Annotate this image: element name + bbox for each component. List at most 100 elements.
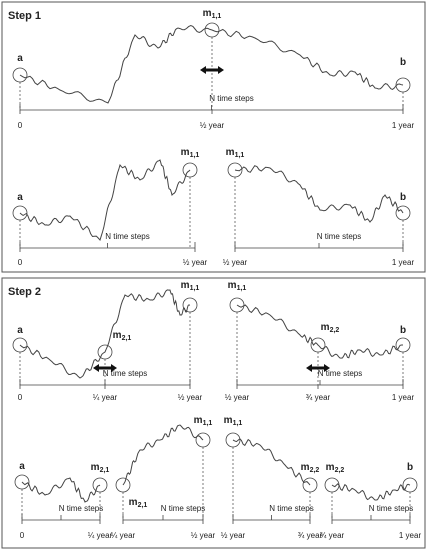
label-base: b [400,57,406,68]
brace [331,514,411,521]
label-base: a [17,325,23,336]
point-label: b [400,57,406,68]
point-label: a [17,192,23,203]
label-subscript: 2,1 [122,335,132,342]
point-label: a [19,461,25,472]
tick-label: ¾ year [298,531,323,540]
point-label: b [400,325,406,336]
brace-label: N time steps [318,369,362,378]
brace [236,379,404,386]
tick-label: ½ year [183,258,208,267]
point-label: m2,2 [326,462,345,474]
label-subscript: 1,1 [235,152,245,159]
brace [19,242,196,249]
brace-label: N time steps [209,94,253,103]
tick-label: ¼ year [88,531,113,540]
tick-label: 1 year [399,531,422,540]
label-subscript: 1,1 [203,420,213,427]
label-base: m [228,280,237,291]
tick-label: ½ year [200,121,225,130]
tick-label: 1 year [392,258,415,267]
step-title: Step 2 [8,286,41,298]
label-subscript: 2,1 [100,467,110,474]
point-label: m2,1 [91,462,110,474]
label-base: a [19,461,25,472]
random-walk [331,483,411,501]
arrow [306,364,330,372]
label-base: m [224,415,233,426]
tick-label: ½ year [178,393,203,402]
random-walk [21,477,101,503]
tick-label: ½ year [191,531,216,540]
point-label: m1,1 [228,280,247,292]
arrow [200,66,224,74]
label-base: a [17,192,23,203]
point-label: m2,2 [301,462,320,474]
label-base: m [203,8,212,19]
random-walk [236,304,403,359]
point-label: m1,1 [226,147,245,159]
brace [21,514,101,521]
brace-label: N time steps [161,504,205,513]
brace [232,514,311,521]
step-box [1,277,426,549]
label-subscript: 1,1 [190,152,200,159]
label-base: m [181,280,190,291]
random-walk [19,24,404,104]
random-walk [19,159,191,241]
point-label: m2,2 [321,322,340,334]
tick-label: 0 [18,121,23,130]
random-walk [19,289,191,379]
label-base: b [400,325,406,336]
tick-label: 0 [18,393,23,402]
label-base: m [113,330,122,341]
tick-label: ¼ year [111,531,136,540]
brace-label: N time steps [269,504,313,513]
tick-label: 0 [18,258,23,267]
tick-label: 1 year [392,393,415,402]
label-base: m [91,462,100,473]
step-title: Step 1 [8,10,41,22]
step-box [1,1,426,273]
point-label: a [17,325,23,336]
label-subscript: 1,1 [190,285,200,292]
random-walk [122,424,204,486]
point-label: m2,1 [113,330,132,342]
label-subscript: 1,1 [233,420,243,427]
label-base: m [326,462,335,473]
point-label: m1,1 [181,147,200,159]
random-walk [232,438,311,486]
tick-label: 0 [20,531,25,540]
label-subscript: 2,2 [310,467,320,474]
brace [19,104,404,111]
label-base: b [407,462,413,473]
point-label: m1,1 [203,8,222,20]
label-subscript: 1,1 [212,13,222,20]
tick-label: ¾ year [320,531,345,540]
brace-label: N time steps [369,504,413,513]
brace [234,242,404,249]
brace-label: N time steps [103,369,147,378]
label-subscript: 2,2 [330,327,340,334]
label-base: m [226,147,235,158]
label-base: b [400,192,406,203]
tick-label: ½ year [221,531,246,540]
label-subscript: 2,1 [138,502,148,509]
point-label: b [400,192,406,203]
brace-label: N time steps [59,504,103,513]
label-base: m [301,462,310,473]
label-base: m [194,415,203,426]
label-subscript: 1,1 [237,285,247,292]
point-label: m1,1 [224,415,243,427]
label-base: m [181,147,190,158]
point-label: a [17,53,23,64]
point-label: m2,1 [129,497,148,509]
label-base: m [321,322,330,333]
tick-label: ¾ year [306,393,331,402]
label-base: m [129,497,138,508]
point-label: m1,1 [181,280,200,292]
arrow [93,364,117,372]
label-subscript: 2,2 [335,467,345,474]
point-label: m1,1 [194,415,213,427]
